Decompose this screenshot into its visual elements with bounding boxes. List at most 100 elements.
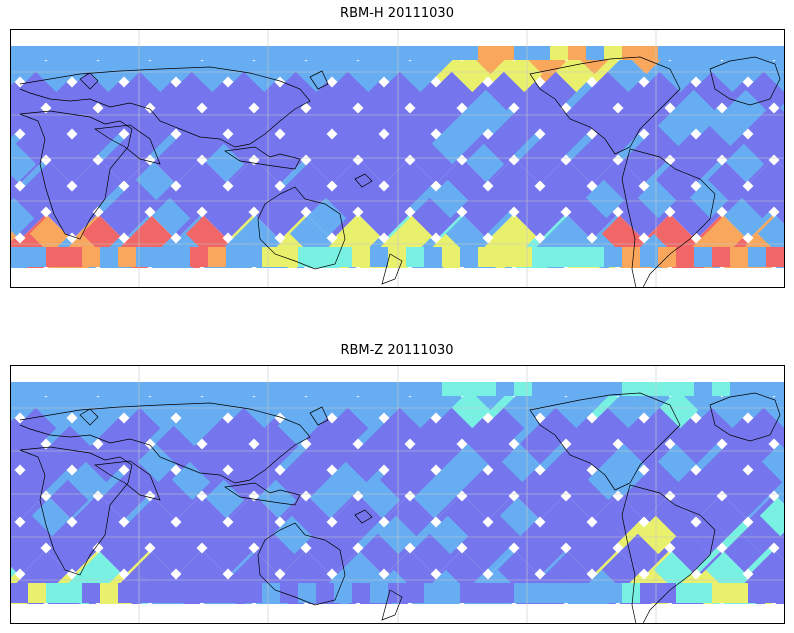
swath-segment xyxy=(241,107,281,147)
swath-band-south xyxy=(298,247,316,267)
swath-band-north xyxy=(46,46,64,60)
swath-band-north xyxy=(136,46,154,60)
swath-segment xyxy=(433,407,473,447)
swath-segment xyxy=(689,179,729,219)
swath-segment xyxy=(225,407,265,447)
swath-segment xyxy=(451,53,491,93)
map-panel-rbm-z xyxy=(10,365,785,624)
swath-band-north xyxy=(514,46,532,60)
swath-segment xyxy=(603,497,643,537)
swath-segment xyxy=(689,515,729,555)
swath-segment xyxy=(325,179,365,219)
coastline xyxy=(354,173,373,188)
swath-segment xyxy=(239,161,279,201)
swath-segment xyxy=(655,497,695,537)
swath-segment xyxy=(99,533,139,573)
swath-segment xyxy=(533,179,573,219)
swath-segment xyxy=(347,389,387,429)
swath-segment xyxy=(503,53,543,93)
swath-segment xyxy=(555,53,595,93)
swath-segment xyxy=(207,89,247,129)
swath-band-south xyxy=(712,247,730,267)
swath-segment xyxy=(745,71,785,111)
swath-segment xyxy=(535,461,575,501)
swath-segment xyxy=(273,515,313,555)
swath-band-north xyxy=(262,46,280,60)
swath-segment xyxy=(361,143,401,183)
swath-band-south xyxy=(316,247,334,267)
coastline xyxy=(257,522,346,606)
swath-segment xyxy=(67,125,107,165)
swath-segment xyxy=(481,179,521,219)
swath-segment xyxy=(10,143,37,183)
swath-segment xyxy=(549,551,589,591)
swath-segment xyxy=(445,551,485,591)
swath-band-north xyxy=(460,382,478,396)
swath-segment xyxy=(761,107,785,147)
swath-band-north xyxy=(514,382,532,396)
swath-segment xyxy=(569,143,609,183)
swath-segment xyxy=(169,515,209,555)
swath-band-north xyxy=(100,46,118,60)
swath-band-south xyxy=(514,247,532,267)
satellite-swaths xyxy=(10,46,785,268)
swath-segment xyxy=(381,71,421,111)
swath-band-south xyxy=(352,247,370,267)
swath-segment xyxy=(745,407,785,447)
swath-band-north xyxy=(64,382,82,396)
swath-segment xyxy=(377,515,417,555)
swath-segment xyxy=(621,479,661,519)
swath-band-south xyxy=(460,583,478,603)
swath-segment xyxy=(223,461,263,501)
swath-band-south xyxy=(262,247,280,267)
swath-band-north xyxy=(172,382,190,396)
swath-band-north xyxy=(190,46,208,60)
swath-segment xyxy=(759,497,785,537)
swath-band-south xyxy=(586,583,604,603)
swath-band-south xyxy=(154,583,172,603)
swath-segment xyxy=(397,443,437,483)
swath-segment xyxy=(671,197,711,237)
swath-band-north xyxy=(712,46,730,60)
coastline xyxy=(621,484,716,624)
swath-segment xyxy=(65,179,105,219)
swath-segment xyxy=(497,215,537,255)
swath-segment xyxy=(399,53,439,93)
coastline xyxy=(19,66,311,148)
swath-segment xyxy=(295,53,335,93)
swath-segment xyxy=(485,407,525,447)
swath-band-north xyxy=(190,382,208,396)
swath-segment xyxy=(187,497,227,537)
swath-segment xyxy=(621,143,661,183)
swath-segment xyxy=(759,161,785,201)
swath-band-north xyxy=(766,46,784,60)
swath-segment xyxy=(85,107,125,147)
swath-band-north xyxy=(298,46,316,60)
swath-segment xyxy=(31,161,71,201)
swath-segment xyxy=(243,389,283,429)
swath-segment xyxy=(637,515,677,555)
swath-segment xyxy=(191,53,231,93)
swath-band-north xyxy=(406,382,424,396)
swath-segment xyxy=(589,71,629,111)
swath-segment xyxy=(307,197,347,237)
swath-segment xyxy=(671,533,711,573)
swath-band-south xyxy=(10,583,28,603)
swath-band-south xyxy=(424,583,442,603)
swath-band-north xyxy=(28,382,46,396)
swath-segment xyxy=(393,215,433,255)
swath-segment xyxy=(225,71,265,111)
swath-segment xyxy=(587,125,627,165)
swath-segment xyxy=(463,197,503,237)
panel-title-rbm-z: RBM-Z 20111030 xyxy=(340,343,454,358)
swath-segment xyxy=(519,89,559,129)
coastline xyxy=(79,408,99,426)
swath-band-south xyxy=(316,583,334,603)
swath-segment xyxy=(637,179,677,219)
swath-segment xyxy=(567,197,607,237)
coastline xyxy=(19,402,311,484)
swath-band-north xyxy=(10,382,28,396)
swath-band-south xyxy=(406,247,424,267)
swath-band-south xyxy=(622,583,640,603)
coastline xyxy=(94,124,161,165)
